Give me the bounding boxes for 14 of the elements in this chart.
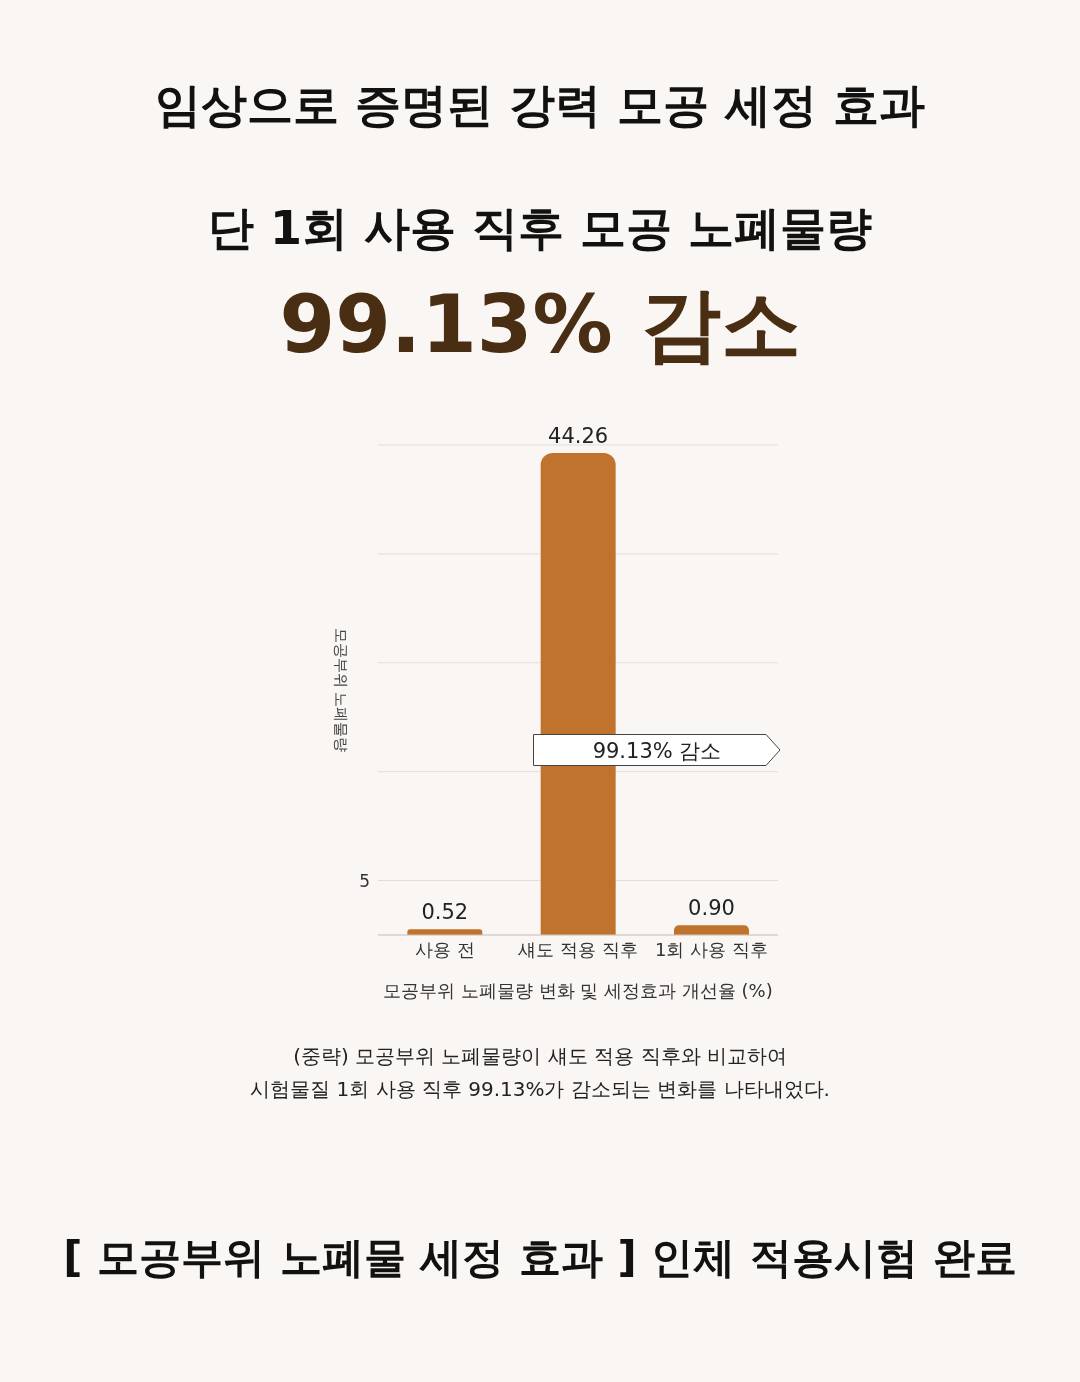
data-label: 44.26 <box>548 424 609 449</box>
x-tick-label: 1회 사용 직후 <box>654 938 768 960</box>
x-tick-label: 사용 전 <box>414 938 475 960</box>
text: 99.13% 감소 <box>278 277 802 373</box>
chart-subtitle: 단 1회 사용 직후 모공 노폐물량 <box>206 200 874 257</box>
chart-title: 임상으로 증명된 강력 모공 세정 효과 <box>153 77 927 134</box>
text: (중략) 모공부위 노폐물량이 섀도 적용 직후와 비교하여 시험물질 1회 사용 직후 99.13%가 감소되는 변화를 나타내었다. <box>249 1043 831 1103</box>
y-axis-title: 모공부위 노폐물량 <box>330 627 350 753</box>
data-label: 0.52 <box>421 900 469 925</box>
x-tick-label: 섀도 적용 직후 <box>518 938 638 960</box>
x-axis-title: 모공부위 노폐물량 변화 및 세정효과 개선율 (%) <box>383 980 773 1001</box>
data-label: 0.90 <box>688 896 735 921</box>
y-tick-label: 5 <box>359 870 370 891</box>
text: [ 모공부위 노폐물 세정 효과 ] 인체 적용시험 완료 <box>62 1232 1018 1284</box>
